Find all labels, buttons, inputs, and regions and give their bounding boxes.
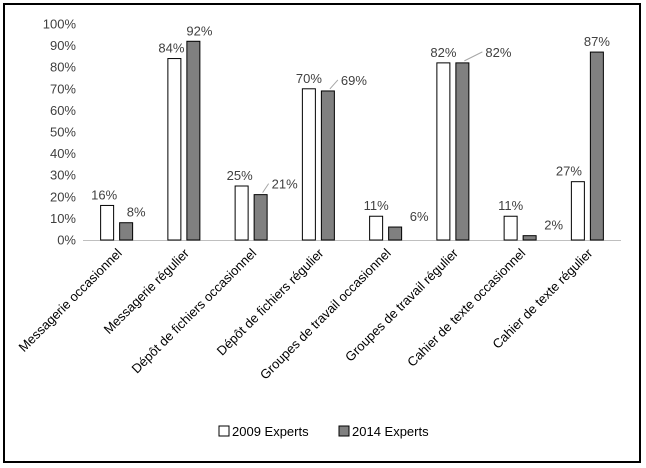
y-tick-label: 40% [50, 146, 76, 161]
y-tick-label: 70% [50, 81, 76, 96]
y-tick-label: 20% [50, 189, 76, 204]
y-tick-label: 0% [57, 233, 76, 248]
bar [100, 204, 115, 241]
legend-label: 2014 Experts [352, 424, 429, 439]
data-label-leader [262, 183, 270, 193]
bar [301, 88, 316, 241]
data-label: 69% [341, 73, 367, 88]
bar [436, 62, 451, 241]
legend-label: 2009 Experts [232, 424, 309, 439]
y-tick-label: 60% [50, 103, 76, 118]
bar [167, 58, 182, 241]
bar [570, 181, 585, 241]
data-label: 82% [485, 45, 511, 60]
bar [186, 40, 201, 241]
data-label: 11% [498, 198, 523, 213]
bar [369, 215, 384, 241]
y-tick-label: 90% [50, 38, 76, 53]
data-label: 25% [227, 168, 253, 183]
y-tick-label: 80% [50, 60, 76, 75]
bar [320, 90, 335, 241]
data-label: 11% [364, 198, 389, 213]
bar [234, 185, 249, 241]
x-category-label: Messagerie occasionnel [16, 245, 125, 354]
data-label-leader [464, 51, 483, 62]
data-label: 6% [410, 209, 429, 224]
bar [388, 226, 403, 241]
bar [119, 222, 134, 241]
data-label: 84% [158, 41, 184, 56]
data-label: 70% [296, 71, 322, 86]
data-label: 92% [186, 23, 212, 38]
y-tick-label: 100% [43, 17, 77, 32]
data-label: 82% [430, 45, 456, 60]
data-label: 21% [272, 177, 298, 192]
legend-swatch [218, 425, 230, 437]
y-tick-label: 50% [50, 125, 76, 140]
bar [455, 62, 470, 241]
x-category-label: Dépôt de fichiers régulier [214, 245, 327, 358]
bar [503, 215, 518, 241]
data-label: 2% [544, 218, 563, 233]
data-label: 27% [556, 164, 582, 179]
data-label-leader [329, 79, 339, 90]
x-category-label: Groupes de travail occasionnel [257, 245, 394, 382]
x-category-label: Dépôt de fichiers occasionnel [129, 245, 260, 376]
data-label: 8% [127, 205, 146, 220]
data-label: 87% [584, 34, 610, 49]
data-label: 16% [91, 187, 117, 202]
y-tick-label: 30% [50, 168, 76, 183]
bar [589, 51, 604, 241]
x-category-label: Cahier de texte occasionnel [404, 245, 528, 369]
legend-swatch [338, 425, 350, 437]
x-category-label: Groupes de travail régulier [342, 245, 461, 364]
y-tick-label: 10% [50, 211, 76, 226]
bar [522, 235, 537, 241]
bar [253, 194, 268, 241]
